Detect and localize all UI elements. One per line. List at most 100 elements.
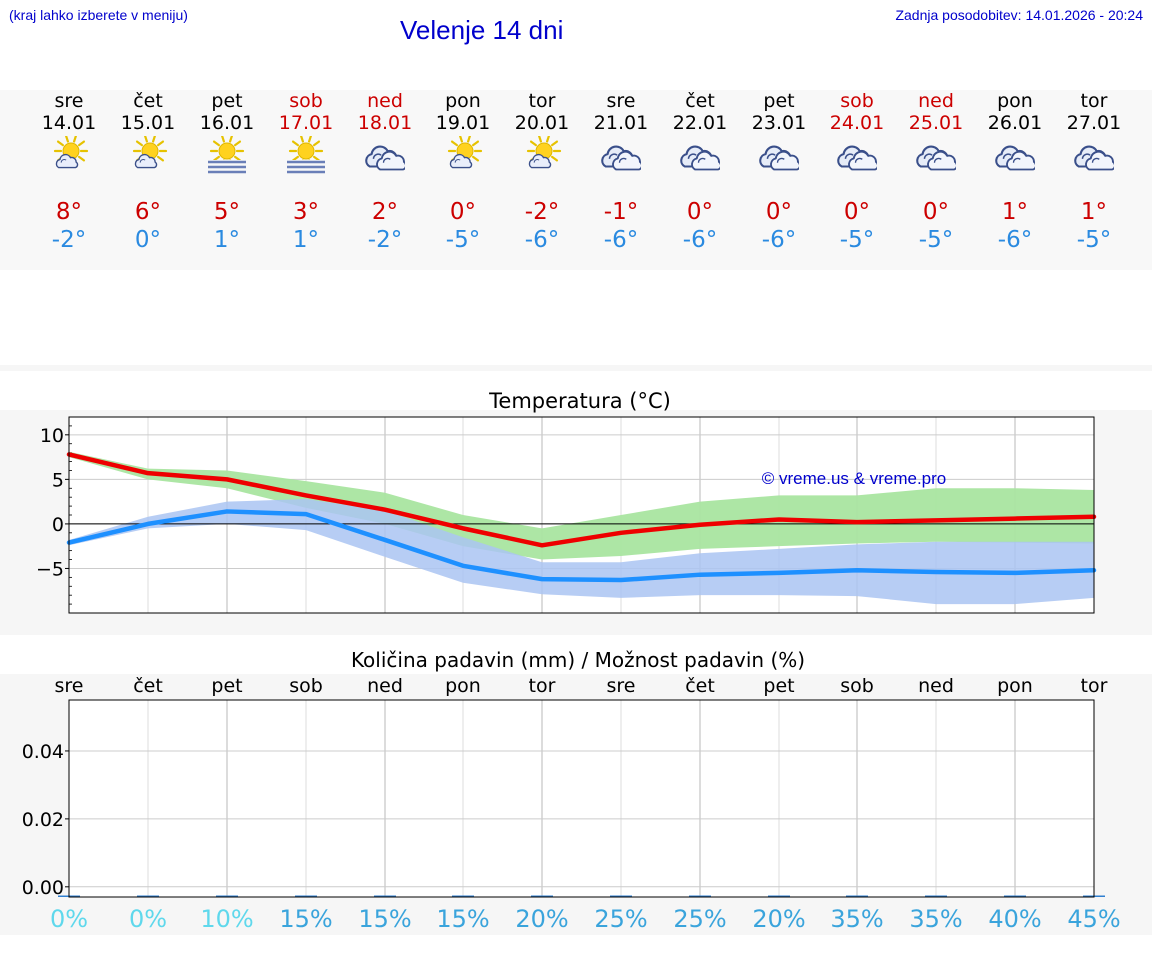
forecast-max-temp: 0° bbox=[843, 199, 871, 225]
forecast-min-temp: -2° bbox=[51, 227, 87, 253]
forecast-max-temp: 5° bbox=[213, 199, 241, 225]
precipitation-chance-label: 40% bbox=[988, 905, 1041, 933]
sun-fog-icon bbox=[207, 134, 247, 178]
cloudy-icon bbox=[365, 136, 407, 176]
forecast-max-temp: 0° bbox=[686, 199, 714, 225]
forecast-date: 24.01 bbox=[829, 112, 885, 134]
temperature-tick-label: 5 bbox=[52, 469, 64, 491]
precipitation-chance-label: 25% bbox=[673, 905, 726, 933]
max-temp-line bbox=[66, 452, 1097, 548]
precipitation-day-label: tor bbox=[1081, 675, 1108, 697]
precipitation-bar bbox=[1004, 895, 1026, 897]
temperature-chart-title: Temperatura (°C) bbox=[488, 389, 671, 413]
precipitation-day-label: sre bbox=[607, 675, 636, 697]
forecast-day-name: ned bbox=[918, 90, 954, 112]
precipitation-day-label: sob bbox=[289, 675, 323, 697]
precipitation-bar bbox=[374, 895, 396, 897]
precipitation-tick-label: 0.00 bbox=[22, 877, 64, 899]
precipitation-chance-label: 20% bbox=[752, 905, 805, 933]
forecast-day-name: pon bbox=[445, 90, 481, 112]
precipitation-day-label: pon bbox=[997, 675, 1033, 697]
forecast-min-temp: -6° bbox=[524, 227, 560, 253]
daily-forecast-strip: sre 14.01 8° -2° čet 15.01 6° 0° pet 16.01 5° 1° sob… bbox=[0, 90, 1152, 270]
precipitation-chart-title: Količina padavin (mm) / Možnost padavin … bbox=[351, 648, 805, 672]
forecast-day-name: pon bbox=[997, 90, 1033, 112]
sun-fog-icon bbox=[286, 134, 326, 178]
precipitation-chance-label: 35% bbox=[909, 905, 962, 933]
forecast-day-name: sre bbox=[606, 90, 636, 112]
precipitation-bar bbox=[925, 895, 947, 897]
forecast-day-name: ned bbox=[367, 90, 403, 112]
precipitation-bar bbox=[137, 895, 159, 897]
precipitation-bar bbox=[531, 895, 553, 897]
forecast-min-temp: 1° bbox=[292, 227, 320, 253]
temperature-tick-label: −5 bbox=[36, 558, 64, 580]
forecast-day-name: tor bbox=[1080, 90, 1108, 112]
partly-cloudy-sun-icon bbox=[128, 134, 168, 176]
partly-cloudy-sun-icon bbox=[522, 134, 562, 176]
forecast-min-temp: -6° bbox=[761, 227, 797, 253]
cloudy-icon bbox=[601, 136, 643, 176]
precipitation-day-label: sre bbox=[55, 675, 84, 697]
forecast-min-temp: -6° bbox=[682, 227, 718, 253]
forecast-day-name: čet bbox=[133, 90, 163, 112]
precipitation-plot-frame bbox=[68, 699, 1095, 898]
forecast-min-temp: 1° bbox=[213, 227, 241, 253]
forecast-day-name: sob bbox=[289, 90, 323, 112]
location-hint: (kraj lahko izberete v meniju) bbox=[9, 7, 188, 23]
forecast-min-temp: -6° bbox=[603, 227, 639, 253]
temperature-tick-label: 10 bbox=[40, 425, 64, 447]
forecast-min-temp: 0° bbox=[134, 227, 162, 253]
forecast-max-temp: 2° bbox=[371, 199, 399, 225]
forecast-min-temp: -5° bbox=[839, 227, 875, 253]
precipitation-day-label: pon bbox=[445, 675, 481, 697]
precipitation-bar bbox=[768, 895, 790, 897]
forecast-date: 20.01 bbox=[514, 112, 570, 134]
forecast-date: 22.01 bbox=[672, 112, 728, 134]
forecast-date: 15.01 bbox=[120, 112, 176, 134]
copyright-watermark: © vreme.us & vreme.pro bbox=[762, 469, 946, 488]
precipitation-day-label: tor bbox=[529, 675, 556, 697]
min-temp-range-band bbox=[69, 498, 1094, 605]
precipitation-day-label: ned bbox=[367, 675, 403, 697]
forecast-date: 16.01 bbox=[199, 112, 255, 134]
last-updated: Zadnja posodobitev: 14.01.2026 - 20:24 bbox=[895, 7, 1143, 23]
forecast-max-temp: 6° bbox=[134, 199, 162, 225]
precipitation-chance-label: 0% bbox=[129, 905, 167, 933]
precipitation-bar bbox=[452, 895, 474, 897]
precipitation-tick-label: 0.02 bbox=[22, 809, 64, 831]
cloudy-icon bbox=[759, 136, 801, 176]
forecast-max-temp: 0° bbox=[922, 199, 950, 225]
precipitation-day-label: ned bbox=[918, 675, 954, 697]
forecast-date: 23.01 bbox=[751, 112, 807, 134]
precipitation-chance-label: 0% bbox=[50, 905, 88, 933]
forecast-day-name: čet bbox=[685, 90, 715, 112]
cloudy-icon bbox=[916, 136, 958, 176]
cloudy-icon bbox=[1074, 136, 1116, 176]
precipitation-chance-label: 10% bbox=[200, 905, 253, 933]
precipitation-chance-label: 15% bbox=[358, 905, 411, 933]
precipitation-chance-label: 20% bbox=[515, 905, 568, 933]
forecast-max-temp: 0° bbox=[449, 199, 477, 225]
precipitation-chance-label: 25% bbox=[594, 905, 647, 933]
temperature-plot-frame bbox=[68, 416, 1095, 614]
precipitation-day-label: čet bbox=[685, 675, 715, 697]
partly-cloudy-sun-icon bbox=[443, 134, 483, 176]
partly-cloudy-sun-icon bbox=[49, 134, 89, 176]
precipitation-bar bbox=[846, 895, 868, 897]
precipitation-day-label: pet bbox=[763, 675, 794, 697]
forecast-max-temp: -2° bbox=[524, 199, 560, 225]
precipitation-day-label: čet bbox=[133, 675, 163, 697]
precipitation-chance-label: 45% bbox=[1067, 905, 1120, 933]
forecast-day-name: pet bbox=[211, 90, 243, 112]
forecast-min-temp: -6° bbox=[997, 227, 1033, 253]
divider bbox=[0, 365, 1152, 371]
forecast-max-temp: -1° bbox=[603, 199, 639, 225]
precipitation-bar bbox=[295, 895, 317, 897]
forecast-max-temp: 3° bbox=[292, 199, 320, 225]
forecast-min-temp: -2° bbox=[367, 227, 403, 253]
min-temp-line bbox=[66, 509, 1097, 583]
forecast-date: 18.01 bbox=[357, 112, 413, 134]
cloudy-icon bbox=[680, 136, 722, 176]
forecast-min-temp: -5° bbox=[445, 227, 481, 253]
